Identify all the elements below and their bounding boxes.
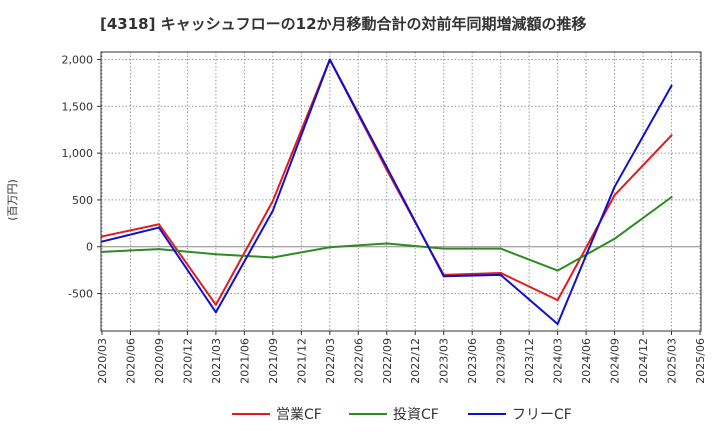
y-tick-label: 1,000 bbox=[62, 147, 94, 160]
x-tick-label: 2025/06 bbox=[694, 338, 707, 384]
legend-label-1: 営業CF bbox=[276, 407, 322, 423]
series-point-2 bbox=[157, 248, 160, 251]
series-point-3 bbox=[328, 58, 331, 61]
series-point-2 bbox=[670, 196, 673, 199]
series-point-2 bbox=[271, 256, 274, 259]
series-point-2 bbox=[613, 237, 616, 240]
series-point-3 bbox=[670, 84, 673, 87]
series-point-1 bbox=[499, 271, 502, 274]
series-point-3 bbox=[556, 322, 559, 325]
y-tick-label: 2,000 bbox=[62, 53, 94, 66]
legend-label-3: フリーCF bbox=[512, 407, 572, 423]
x-tick-label: 2023/12 bbox=[523, 338, 536, 384]
x-tick-label: 2022/09 bbox=[381, 338, 394, 384]
y-tick-label: -500 bbox=[68, 288, 93, 301]
series-point-2 bbox=[499, 247, 502, 250]
chart-title: [4318] キャッシュフローの12か月移動合計の対前年同期増減額の推移 bbox=[100, 15, 587, 33]
series-point-3 bbox=[214, 311, 217, 314]
series-point-3 bbox=[613, 185, 616, 188]
x-tick-label: 2024/09 bbox=[609, 338, 622, 384]
series-point-2 bbox=[556, 269, 559, 272]
x-tick-label: 2022/06 bbox=[352, 338, 365, 384]
grid-layer bbox=[101, 52, 701, 331]
series-point-1 bbox=[271, 199, 274, 202]
series-layer bbox=[101, 58, 673, 325]
x-tick-label: 2021/09 bbox=[267, 338, 280, 384]
x-tick-label: 2020/09 bbox=[153, 338, 166, 384]
series-point-3 bbox=[157, 226, 160, 229]
tick-layer: 2,000 1,500 1,000 500 0 -500 2020/03 2020/06 202… bbox=[62, 53, 708, 383]
y-tick-label: 500 bbox=[72, 194, 93, 207]
y-tick-label: 1,500 bbox=[62, 100, 94, 113]
x-tick-label: 2021/03 bbox=[210, 338, 223, 384]
series-point-2 bbox=[328, 246, 331, 249]
x-tick-label: 2021/06 bbox=[238, 338, 251, 384]
series-point-1 bbox=[214, 303, 217, 306]
y-tick-label: 0 bbox=[86, 241, 93, 254]
x-tick-label: 2022/12 bbox=[409, 338, 422, 384]
series-point-3 bbox=[442, 275, 445, 278]
x-tick-label: 2024/03 bbox=[552, 338, 565, 384]
legend: 営業CF 投資CF フリーCF bbox=[232, 407, 572, 423]
x-tick-label: 2024/06 bbox=[580, 338, 593, 384]
series-point-2 bbox=[101, 250, 103, 253]
axis-layer bbox=[97, 51, 702, 335]
series-point-3 bbox=[385, 166, 388, 169]
x-tick-label: 2021/12 bbox=[295, 338, 308, 384]
x-tick-label: 2025/03 bbox=[666, 338, 679, 384]
plot-frame bbox=[100, 51, 702, 332]
series-point-1 bbox=[556, 299, 559, 302]
series-point-1 bbox=[101, 235, 103, 238]
x-tick-label: 2023/06 bbox=[466, 338, 479, 384]
y-axis-label: (百万円) bbox=[6, 179, 19, 221]
x-tick-label: 2022/03 bbox=[324, 338, 337, 384]
series-point-3 bbox=[271, 209, 274, 212]
series-point-3 bbox=[101, 240, 103, 243]
series-point-2 bbox=[214, 253, 217, 256]
legend-label-2: 投資CF bbox=[393, 407, 439, 423]
series-point-1 bbox=[613, 194, 616, 197]
x-tick-label: 2020/12 bbox=[181, 338, 194, 384]
series-point-2 bbox=[385, 242, 388, 245]
series-point-1 bbox=[670, 134, 673, 137]
x-tick-label: 2023/09 bbox=[495, 338, 508, 384]
series-point-3 bbox=[499, 273, 502, 276]
x-tick-label: 2020/06 bbox=[124, 338, 137, 384]
series-point-2 bbox=[442, 247, 445, 250]
series-point-1 bbox=[157, 223, 160, 226]
x-tick-label: 2023/03 bbox=[438, 338, 451, 384]
x-tick-label: 2024/12 bbox=[637, 338, 650, 384]
x-tick-label: 2020/03 bbox=[96, 338, 109, 384]
